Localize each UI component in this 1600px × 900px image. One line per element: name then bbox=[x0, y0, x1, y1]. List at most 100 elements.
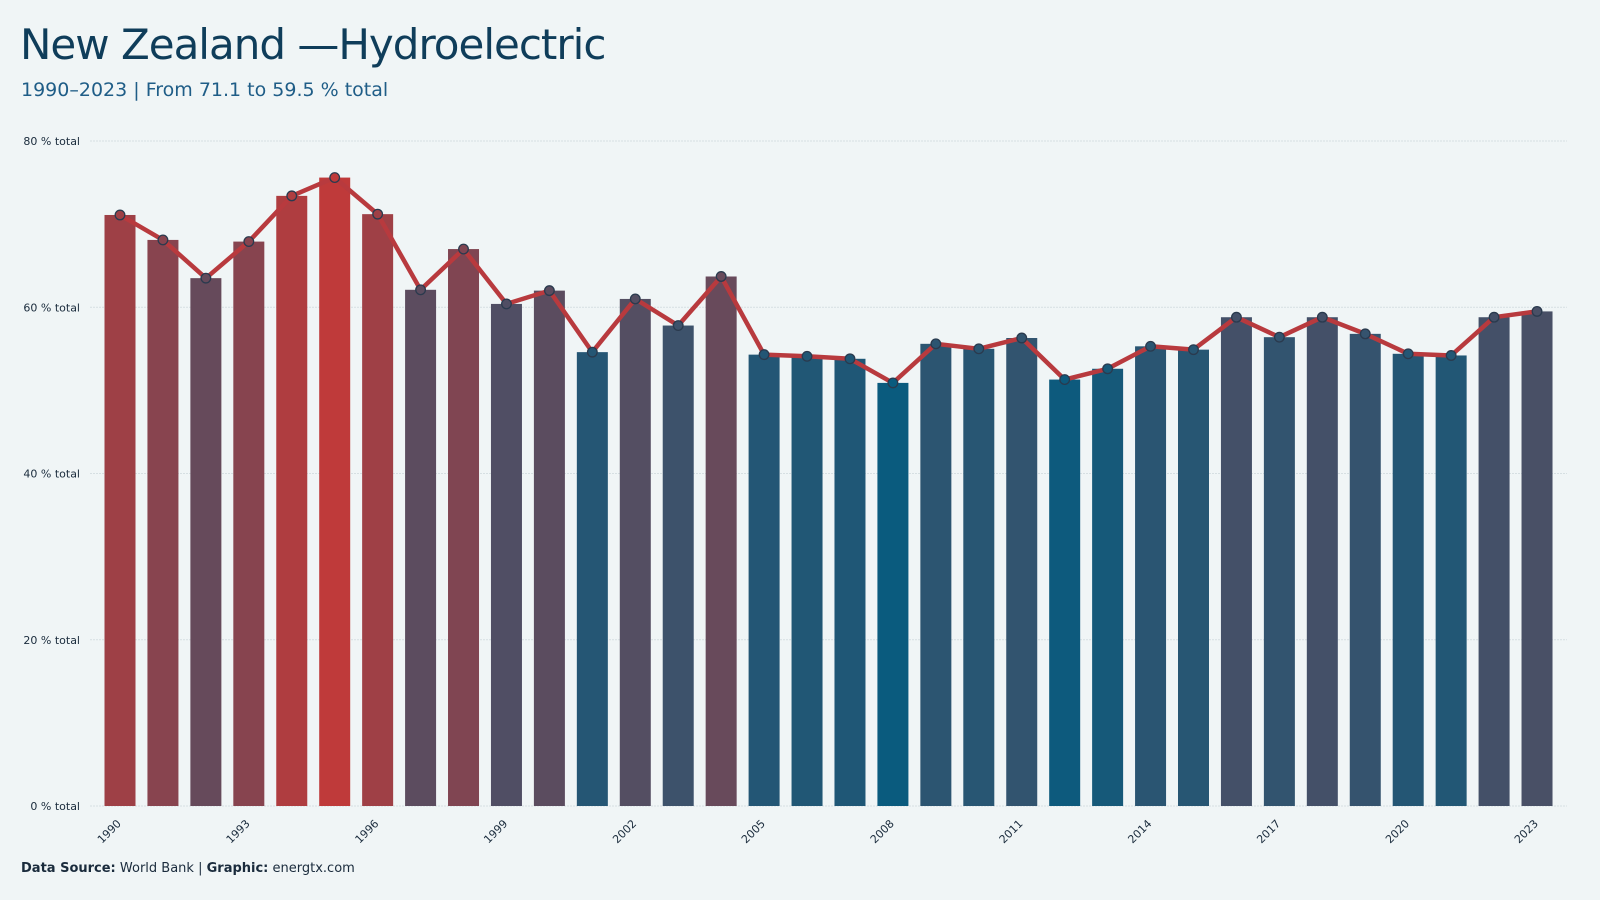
bar-2000 bbox=[533, 290, 565, 806]
trend-line bbox=[117, 175, 1540, 386]
point-2021 bbox=[1445, 350, 1457, 361]
bar-1994 bbox=[276, 195, 308, 807]
bar-2021 bbox=[1435, 355, 1467, 806]
bar-2018 bbox=[1306, 317, 1338, 806]
bar-2017 bbox=[1263, 337, 1295, 806]
bar-2012 bbox=[1049, 379, 1081, 806]
point-2009 bbox=[930, 338, 942, 350]
bar-2014 bbox=[1135, 346, 1167, 806]
bar-2005 bbox=[748, 354, 780, 806]
bar-1996 bbox=[362, 214, 394, 806]
point-1996 bbox=[372, 208, 384, 220]
bar-2023 bbox=[1521, 311, 1553, 806]
point-2017 bbox=[1273, 331, 1285, 343]
point-2002 bbox=[629, 293, 641, 305]
bar-2020 bbox=[1392, 353, 1424, 806]
chart-title: New Zealand —Hydroelectric bbox=[20, 20, 606, 69]
point-2004 bbox=[715, 271, 727, 282]
point-2003 bbox=[672, 320, 684, 331]
point-1994 bbox=[286, 190, 298, 202]
bar-series bbox=[104, 177, 1553, 807]
bar-2010 bbox=[963, 348, 995, 806]
point-2008 bbox=[887, 377, 899, 389]
bar-2011 bbox=[1006, 338, 1038, 806]
bar-2003 bbox=[662, 325, 694, 806]
bar-2009 bbox=[920, 343, 952, 806]
point-2012 bbox=[1059, 374, 1071, 386]
x-tick-label: 2020 bbox=[1383, 817, 1412, 846]
x-tick-label: 2011 bbox=[997, 817, 1026, 846]
x-tick-label: 1990 bbox=[95, 817, 124, 846]
point-2005 bbox=[758, 349, 770, 361]
point-2019 bbox=[1359, 328, 1371, 340]
point-2007 bbox=[844, 353, 856, 365]
bar-2001 bbox=[576, 352, 608, 806]
point-1998 bbox=[458, 243, 469, 255]
x-tick-label: 1993 bbox=[224, 817, 253, 846]
bar-2016 bbox=[1220, 317, 1252, 806]
x-tick-label: 2008 bbox=[868, 817, 897, 846]
x-tick-label: 1996 bbox=[353, 817, 382, 846]
line-series bbox=[117, 175, 1540, 386]
y-tick-label: 60 % total bbox=[23, 301, 80, 314]
point-2014 bbox=[1145, 340, 1157, 352]
point-2022 bbox=[1488, 311, 1500, 323]
bar-2007 bbox=[834, 358, 866, 806]
footer-credits: Data Source: World Bank | Graphic: energ… bbox=[21, 861, 355, 876]
x-tick-label: 2023 bbox=[1512, 817, 1541, 846]
bar-2015 bbox=[1178, 349, 1209, 806]
source-label: Data Source: bbox=[21, 861, 116, 876]
point-2023 bbox=[1531, 305, 1543, 317]
graphic-label: Graphic: bbox=[206, 861, 269, 876]
point-2018 bbox=[1316, 311, 1328, 323]
bar-2004 bbox=[705, 276, 737, 806]
point-markers bbox=[114, 172, 1543, 389]
point-2020 bbox=[1402, 348, 1414, 360]
point-2011 bbox=[1016, 332, 1028, 344]
y-tick-label: 20 % total bbox=[23, 634, 80, 647]
subtitle-years: 1990–2023 bbox=[21, 79, 128, 101]
subtitle-range: From 71.1 to 59.5 % total bbox=[145, 79, 389, 101]
bar-2006 bbox=[791, 356, 823, 806]
bar-1995 bbox=[319, 177, 351, 806]
point-1995 bbox=[329, 172, 341, 184]
x-axis: 1990 1993 1996 1999 2002 2005 2008 2011 2014 2017… bbox=[95, 817, 1541, 846]
y-axis: 0 % total 20 % total 40 % total 60 % total 8… bbox=[23, 135, 80, 813]
point-1999 bbox=[501, 298, 512, 310]
bar-1991 bbox=[147, 239, 179, 806]
y-tick-label: 0 % total bbox=[30, 800, 80, 813]
bar-2019 bbox=[1349, 333, 1381, 806]
bar-2002 bbox=[619, 298, 651, 806]
point-1991 bbox=[157, 234, 169, 246]
point-2016 bbox=[1230, 311, 1242, 323]
y-tick-label: 40 % total bbox=[23, 468, 80, 481]
point-1993 bbox=[243, 236, 255, 248]
point-2015 bbox=[1188, 344, 1199, 356]
point-2010 bbox=[973, 343, 985, 355]
x-tick-label: 1999 bbox=[481, 817, 510, 846]
bar-2008 bbox=[877, 382, 909, 806]
footer-separator: | bbox=[193, 861, 207, 876]
bar-1992 bbox=[190, 278, 222, 806]
source-value: World Bank bbox=[119, 861, 194, 876]
point-1990 bbox=[114, 209, 126, 221]
x-tick-label: 2017 bbox=[1254, 817, 1283, 846]
bar-1998 bbox=[448, 249, 480, 806]
subtitle-separator: | bbox=[127, 79, 146, 101]
bar-1993 bbox=[233, 241, 265, 807]
point-2013 bbox=[1102, 363, 1114, 375]
bar-2013 bbox=[1092, 368, 1124, 806]
point-1997 bbox=[415, 284, 427, 296]
grid-lines bbox=[90, 140, 1567, 807]
graphic-value: energtx.com bbox=[272, 861, 355, 876]
point-2001 bbox=[586, 346, 598, 358]
chart-subtitle: 1990–2023 | From 71.1 to 59.5 % total bbox=[21, 79, 388, 101]
bar-1997 bbox=[405, 289, 437, 806]
x-tick-label: 2014 bbox=[1125, 817, 1154, 846]
bar-1990 bbox=[104, 214, 136, 806]
point-2006 bbox=[801, 350, 813, 362]
bar-1999 bbox=[490, 303, 522, 806]
bar-2022 bbox=[1478, 317, 1510, 806]
x-tick-label: 2005 bbox=[739, 817, 768, 846]
